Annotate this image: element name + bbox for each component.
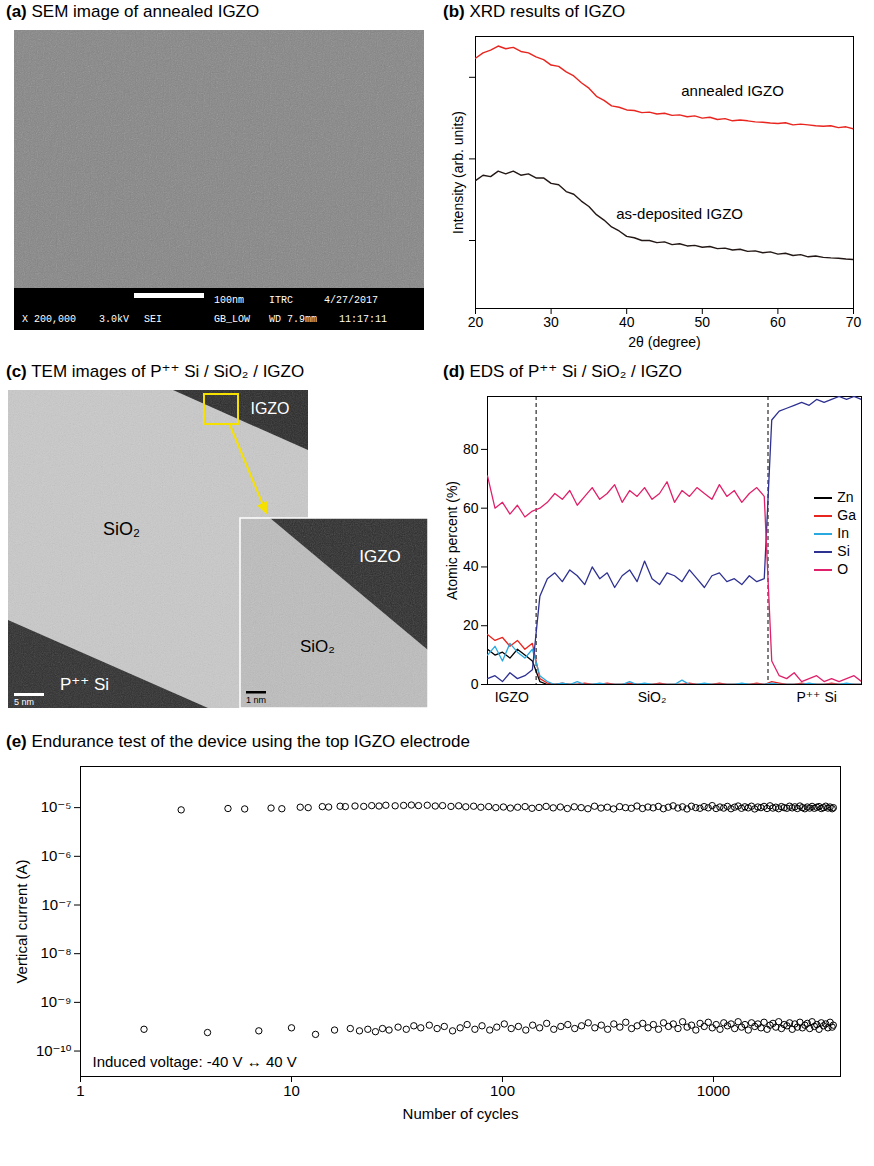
svg-text:Intensity (arb. units): Intensity (arb. units) (450, 111, 466, 234)
svg-text:IGZO: IGZO (495, 689, 529, 705)
svg-text:30: 30 (543, 314, 559, 330)
svg-text:ITRC: ITRC (269, 295, 293, 306)
svg-text:P⁺⁺ Si: P⁺⁺ Si (60, 675, 109, 694)
svg-text:Vertical current (A): Vertical current (A) (13, 859, 30, 983)
svg-text:11:17:11: 11:17:11 (339, 314, 387, 325)
svg-text:Number of cycles: Number of cycles (403, 1105, 519, 1122)
svg-text:Atomic percent (%): Atomic percent (%) (444, 481, 460, 600)
svg-text:10⁻⁶: 10⁻⁶ (41, 847, 72, 864)
svg-text:40: 40 (463, 558, 479, 574)
svg-text:2θ (degree): 2θ (degree) (628, 334, 700, 350)
svg-text:20: 20 (463, 617, 479, 633)
svg-text:10⁻¹⁰: 10⁻¹⁰ (36, 1042, 72, 1059)
svg-text:50: 50 (695, 314, 711, 330)
html-text:Ga: Ga (837, 507, 856, 523)
svg-text:GB_LOW: GB_LOW (214, 314, 250, 325)
svg-text:SiO₂: SiO₂ (638, 689, 667, 705)
svg-text:60: 60 (770, 314, 786, 330)
svg-text:3.0kV: 3.0kV (99, 314, 129, 325)
svg-text:0: 0 (471, 676, 479, 692)
html-text:(d) EDS of P⁺⁺ Si / SiO₂ / IGZ: (d) EDS of P⁺⁺ Si / SiO₂ / IGZO (443, 362, 682, 381)
html-text:Zn: Zn (837, 489, 854, 505)
svg-text:WD 7.9mm: WD 7.9mm (269, 314, 317, 325)
svg-text:40: 40 (619, 314, 635, 330)
svg-text:1000: 1000 (697, 1082, 730, 1099)
svg-text:5 nm: 5 nm (14, 697, 34, 707)
svg-text:IGZO: IGZO (359, 547, 401, 566)
html-text:(c) TEM images of P⁺⁺ Si / SiO: (c) TEM images of P⁺⁺ Si / SiO₂ / IGZO (6, 362, 305, 381)
svg-text:SiO₂: SiO₂ (103, 519, 140, 539)
svg-text:80: 80 (463, 441, 479, 457)
html-text:Si: Si (837, 543, 850, 559)
svg-text:X 200,000: X 200,000 (22, 314, 76, 325)
svg-text:SiO₂: SiO₂ (300, 637, 335, 656)
svg-text:100nm: 100nm (214, 295, 244, 306)
html-text:In: In (837, 525, 849, 541)
svg-text:10: 10 (283, 1082, 300, 1099)
html-text:(a) SEM image of annealed IGZO: (a) SEM image of annealed IGZO (6, 2, 260, 21)
svg-text:SEI: SEI (144, 314, 162, 325)
svg-text:P⁺⁺ Si: P⁺⁺ Si (796, 689, 836, 705)
html-text:(e) Endurance test of the devi: (e) Endurance test of the device using t… (6, 732, 470, 751)
svg-text:70: 70 (846, 314, 862, 330)
svg-text:10⁻⁵: 10⁻⁵ (41, 798, 72, 815)
svg-text:10⁻⁷: 10⁻⁷ (41, 896, 71, 913)
svg-text:20: 20 (468, 314, 484, 330)
svg-text:as-deposited IGZO: as-deposited IGZO (616, 205, 743, 222)
svg-text:1 nm: 1 nm (246, 695, 266, 705)
svg-text:10⁻⁸: 10⁻⁸ (41, 944, 72, 961)
svg-text:4/27/2017: 4/27/2017 (324, 295, 378, 306)
html-text:(b) XRD results of IGZO: (b) XRD results of IGZO (443, 2, 626, 21)
svg-text:1: 1 (76, 1082, 84, 1099)
svg-text:Induced voltage: -40 V ↔ 40 V: Induced voltage: -40 V ↔ 40 V (93, 1053, 297, 1070)
svg-text:100: 100 (490, 1082, 515, 1099)
svg-text:IGZO: IGZO (250, 400, 289, 417)
html-text:O: O (837, 561, 849, 577)
svg-text:10⁻⁹: 10⁻⁹ (40, 993, 71, 1010)
svg-text:60: 60 (463, 500, 479, 516)
svg-text:annealed IGZO: annealed IGZO (681, 82, 784, 99)
